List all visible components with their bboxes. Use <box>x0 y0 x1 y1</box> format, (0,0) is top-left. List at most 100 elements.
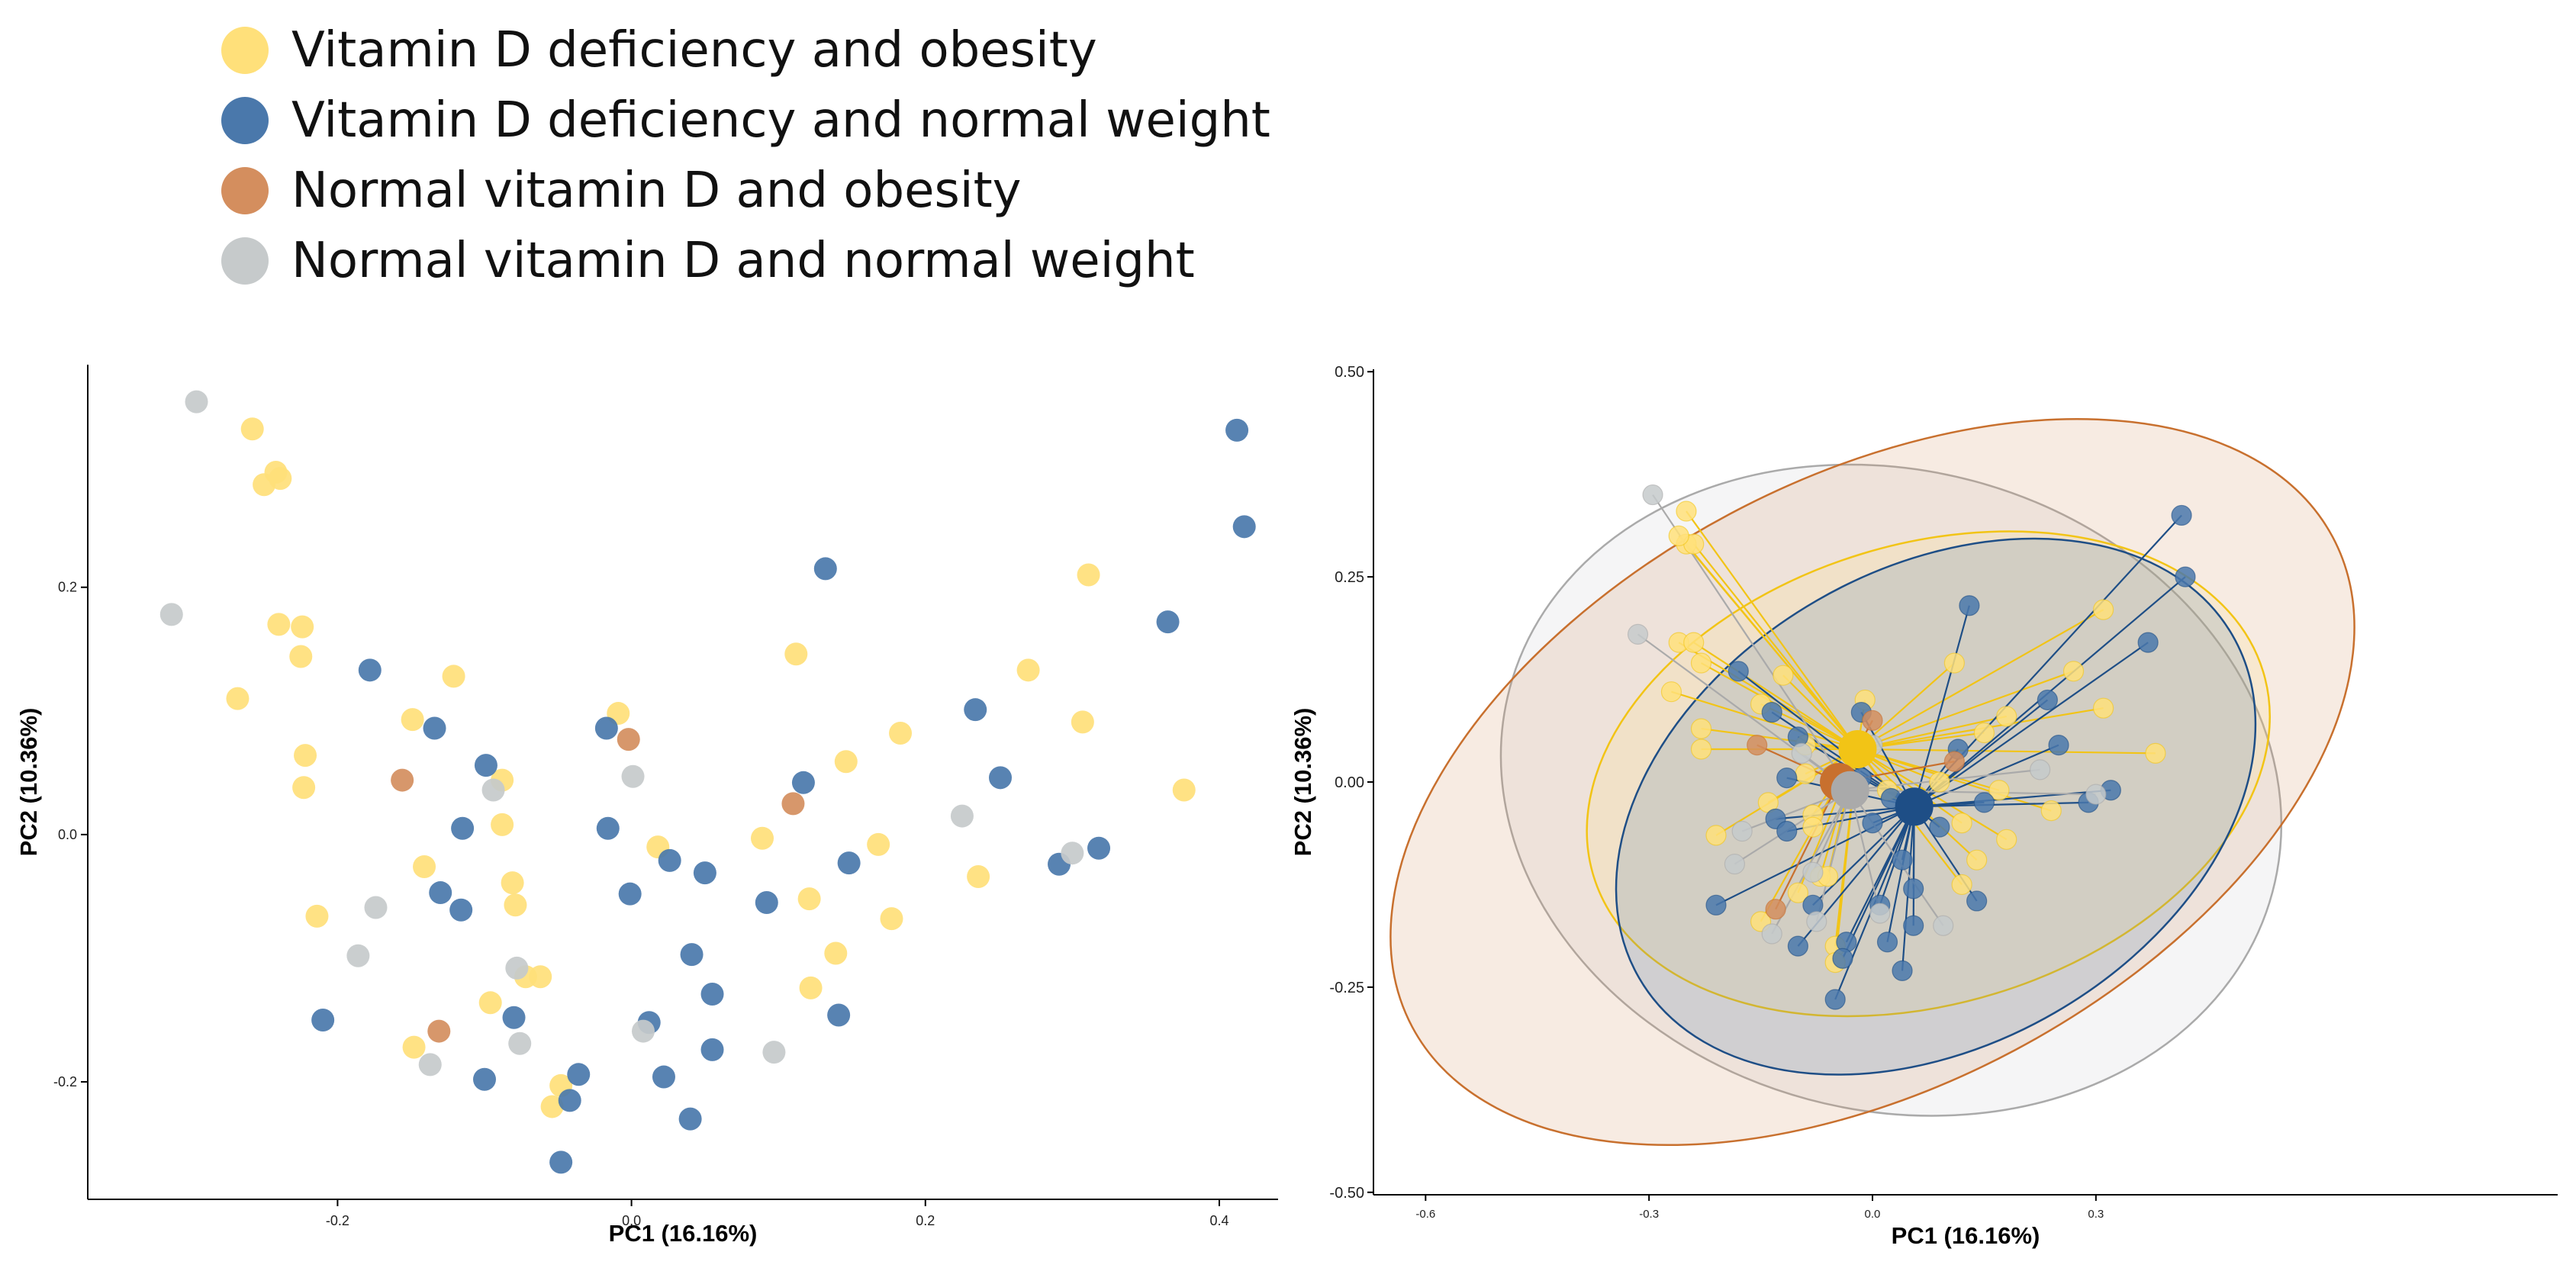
data-point <box>1802 816 1824 838</box>
data-point <box>358 658 382 682</box>
data-point <box>751 826 774 850</box>
data-point <box>491 813 514 836</box>
data-point <box>1929 816 1950 838</box>
data-point <box>632 1019 655 1043</box>
data-point <box>1869 903 1891 924</box>
data-point <box>292 776 316 800</box>
data-point <box>1966 890 1988 912</box>
data-point <box>1802 861 1824 883</box>
spider-line <box>1857 670 2074 751</box>
data-point <box>2062 661 2085 682</box>
data-point <box>652 1065 675 1089</box>
spider-line <box>1856 748 1963 824</box>
data-point <box>449 898 473 922</box>
data-point <box>950 804 974 828</box>
data-point <box>2030 759 2051 780</box>
x-axis-title: PC1 (16.16%) <box>1892 1222 2040 1249</box>
spider-line <box>1693 642 1859 750</box>
data-point <box>1776 768 1798 789</box>
data-point <box>1943 652 1965 674</box>
y-axis-title: PC2 (10.36%) <box>1290 708 1316 857</box>
data-point <box>1087 836 1111 860</box>
data-point <box>1668 525 1689 546</box>
data-point <box>617 728 640 751</box>
data-point <box>824 941 848 965</box>
data-point <box>1988 780 2010 801</box>
data-point <box>1824 989 1846 1010</box>
data-point <box>473 1067 496 1091</box>
data-point <box>429 881 452 905</box>
data-point <box>567 1063 591 1086</box>
data-point <box>346 944 370 967</box>
y-tick-label: -0.2 <box>53 1074 77 1089</box>
data-point <box>442 665 465 688</box>
data-point <box>289 645 313 668</box>
data-point <box>391 768 414 792</box>
spider-line <box>1856 609 2104 750</box>
data-point <box>401 708 424 732</box>
legend-label: Vitamin D deficiency and normal weight <box>291 92 1270 149</box>
legend-swatch <box>221 237 269 285</box>
data-point <box>501 871 524 895</box>
y-axis-title: PC2 (10.36%) <box>15 708 42 857</box>
data-point <box>618 882 642 906</box>
data-point <box>1724 853 1746 875</box>
data-point <box>549 1151 573 1174</box>
data-point <box>311 1008 335 1031</box>
data-point <box>267 613 291 636</box>
data-point <box>1156 610 1180 634</box>
data-point <box>1862 710 1883 731</box>
data-point <box>1077 563 1100 587</box>
spider-line <box>1692 543 1859 750</box>
legend-label: Normal vitamin D and normal weight <box>291 233 1195 289</box>
y-tick-label: -0.25 <box>1329 980 1364 996</box>
data-point <box>159 603 183 626</box>
data-point <box>508 1031 532 1055</box>
spider-line <box>1812 806 1915 906</box>
data-point <box>1690 652 1712 674</box>
data-point <box>1705 825 1727 846</box>
data-point <box>989 766 1012 790</box>
data-point <box>967 864 990 888</box>
legend-swatch <box>221 97 269 144</box>
x-tick-label: 0.0 <box>622 1213 641 1228</box>
data-point <box>529 965 552 989</box>
data-point <box>2137 632 2159 653</box>
data-point <box>596 816 620 840</box>
data-point <box>1660 681 1682 703</box>
legend-label: Normal vitamin D and obesity <box>291 163 1022 219</box>
data-point <box>2175 566 2196 587</box>
y-tick-label: 0.00 <box>1335 774 1364 791</box>
data-point <box>1761 701 1782 723</box>
data-point <box>1690 739 1712 760</box>
data-point <box>1795 763 1816 784</box>
spider-line <box>1913 605 1970 807</box>
data-point <box>1832 948 1853 969</box>
y-tick-label: 0.0 <box>58 827 77 842</box>
data-point <box>505 956 529 980</box>
data-point <box>1172 778 1196 802</box>
data-point <box>964 698 987 722</box>
data-point <box>269 467 292 491</box>
spider-line <box>1914 801 2089 808</box>
data-point <box>1642 484 1663 506</box>
spider-line <box>1886 806 1915 942</box>
data-point <box>1705 894 1727 916</box>
legend-item: Normal vitamin D and normal weight <box>221 226 1270 296</box>
spider-line <box>1857 748 2052 812</box>
data-point <box>799 976 823 999</box>
data-point <box>2171 504 2192 526</box>
y-tick-label: 0.2 <box>58 580 77 595</box>
data-point <box>1787 935 1808 957</box>
data-point <box>2048 735 2069 756</box>
data-point <box>502 1006 526 1029</box>
data-point <box>2092 599 2114 620</box>
legend-swatch <box>221 27 269 74</box>
data-point <box>418 1053 442 1077</box>
group-centroid <box>1831 771 1869 809</box>
data-point <box>784 642 808 666</box>
data-point <box>1929 771 1950 793</box>
data-point <box>1903 878 1924 900</box>
legend-label: Vitamin D deficiency and obesity <box>291 22 1097 79</box>
